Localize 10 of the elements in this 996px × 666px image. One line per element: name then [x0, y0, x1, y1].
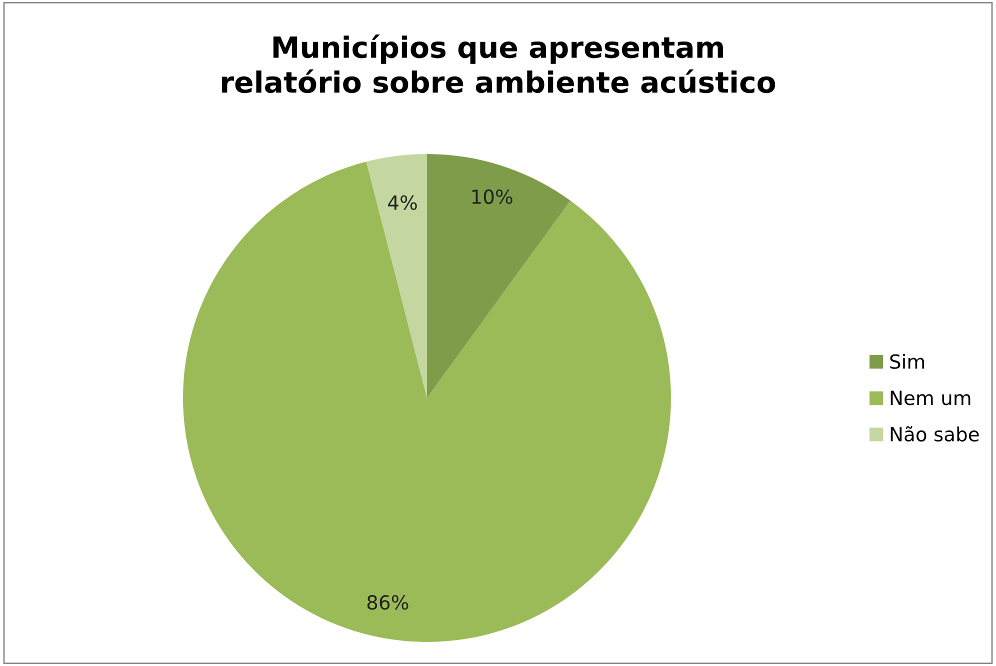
- pie-slice: [183, 162, 671, 642]
- chart-title: Municípios que apresentam relatório sobre ambiente acústico: [222, 34, 776, 94]
- legend-label: Sim: [890, 354, 924, 369]
- data-label: 10%: [472, 189, 512, 204]
- legend-label: Não sabe: [890, 426, 979, 442]
- pie-slice: [427, 154, 570, 398]
- data-label: 86%: [367, 595, 408, 610]
- legend-label: Nem um: [890, 390, 970, 406]
- pie-slice: [366, 154, 427, 398]
- data-label: 4%: [388, 195, 417, 210]
